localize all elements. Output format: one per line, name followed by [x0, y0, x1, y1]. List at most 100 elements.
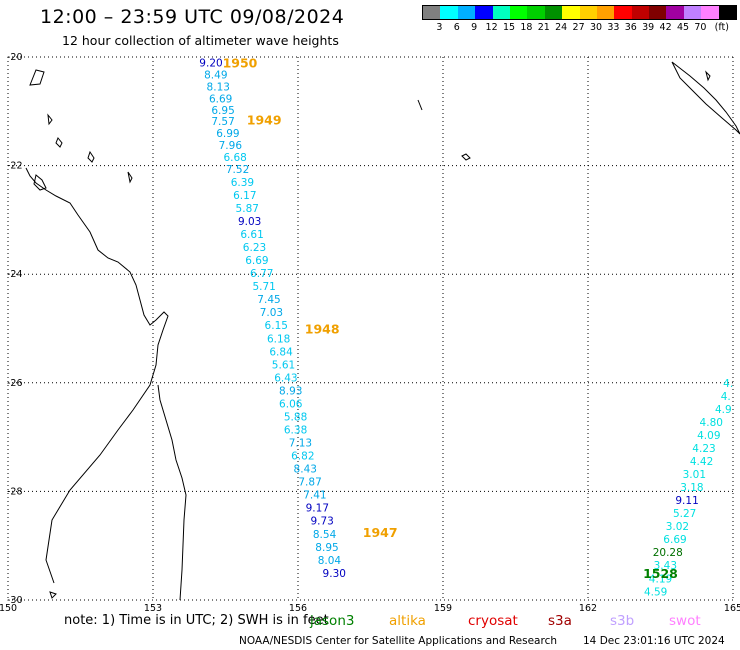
legend-label: 70 [694, 22, 707, 33]
wave-height-reading: 7.52 [226, 164, 249, 176]
legend-swatch [614, 6, 632, 19]
pass-time-label: 1949 [247, 112, 282, 127]
legend-swatch [440, 6, 458, 19]
wave-height-reading: 7.96 [219, 140, 243, 152]
wave-height-reading: 9.30 [323, 568, 346, 580]
legend-label: 21 [537, 22, 550, 33]
wave-height-reading: 9.11 [675, 495, 698, 507]
legend-swatch [579, 6, 597, 19]
wave-height-reading: 8.43 [294, 464, 317, 476]
legend-label: 9 [471, 22, 478, 33]
legend-label: 42 [659, 22, 672, 33]
map-title: 12:00 – 23:59 UTC 09/08/2024 [40, 6, 345, 28]
wave-height-reading: 6.06 [279, 398, 303, 410]
wave-height-reading: 6.23 [243, 242, 266, 254]
pass-time-label: 1528 [643, 566, 678, 581]
wave-height-reading: 8.13 [207, 81, 230, 93]
legend-swatch [683, 6, 702, 19]
legend-label: 33 [607, 22, 620, 33]
wave-height-reading: 20.28 [653, 547, 683, 559]
latitude-label: -30 [7, 595, 23, 606]
longitude-label: 162 [579, 603, 597, 614]
wave-height-reading: 5.27 [673, 508, 696, 520]
footnote: note: 1) Time is in UTC; 2) SWH is in fe… [64, 613, 329, 628]
wave-height-reading: 6.38 [284, 424, 307, 436]
credit-date: 14 Dec 23:01:16 UTC 2024 [583, 635, 725, 647]
legend-swatch [666, 6, 684, 19]
wave-height-reading: 5.61 [272, 359, 295, 371]
wave-height-reading: 6.15 [265, 320, 288, 332]
legend-label: 6 [453, 22, 460, 33]
latitude-label: -24 [7, 269, 23, 280]
wave-height-reading: 3.02 [666, 521, 689, 533]
wave-height-reading: 6.18 [267, 333, 290, 345]
satellite-legend: jason3 altika cryosat s3a s3b swot [0, 613, 740, 631]
wave-height-reading: 6.39 [231, 177, 254, 189]
wave-height-reading: 3.18 [680, 482, 703, 494]
legend-swatch [631, 6, 650, 19]
satellite-swot: swot [669, 613, 701, 629]
wave-height-reading: 6.99 [216, 128, 239, 140]
wave-height-reading: 8.54 [313, 529, 337, 541]
satellite-jason3: jason3 [310, 613, 355, 629]
wave-height-reading: 7.57 [211, 116, 234, 128]
legend-labels: 3 6 9 12 15 18 21 24 27 30 33 36 39 42 45 70 (ft) [422, 20, 737, 34]
wave-height-reading: 4.23 [692, 443, 715, 455]
island-4 [29, 69, 45, 86]
wave-height-reading: 6.95 [211, 105, 234, 117]
island-5 [127, 171, 133, 184]
wave-height-reading: 7.41 [303, 490, 326, 502]
wave-height-reading: 7.45 [257, 294, 280, 306]
island-7 [417, 99, 423, 111]
credit-text: NOAA/NESDIS Center for Satellite Applica… [239, 635, 557, 647]
wave-height-reading: 8.95 [315, 542, 338, 554]
legend-swatch [509, 6, 528, 19]
wave-height-reading: 8.49 [204, 69, 227, 81]
legend-swatch [457, 6, 476, 19]
wave-height-reading: 6.69 [663, 534, 686, 546]
legend-color-bar [422, 5, 738, 20]
legend-label: 39 [642, 22, 655, 33]
wave-height-reading: 6.68 [223, 152, 246, 164]
legend-label: 3 [436, 22, 443, 33]
latitude-label: -26 [7, 378, 23, 389]
legend-swatch [544, 6, 563, 19]
legend-label: 18 [520, 22, 533, 33]
wave-height-reading: 5.71 [252, 281, 275, 293]
queensland-coast-south [157, 384, 187, 601]
color-legend: 3 6 9 12 15 18 21 24 27 30 33 36 39 42 45 70 (ft) [422, 5, 738, 34]
satellite-altika: altika [389, 613, 426, 629]
legend-swatch [527, 6, 545, 19]
island-1 [33, 174, 47, 191]
legend-swatch [596, 6, 615, 19]
wave-height-reading: 4. [723, 378, 733, 390]
legend-swatch [701, 6, 719, 19]
wave-height-reading: 3.43 [654, 560, 677, 572]
wave-height-reading: 4.80 [700, 417, 723, 429]
wave-height-reading: 9.17 [306, 503, 329, 515]
wave-height-reading: 7.87 [298, 477, 321, 489]
wave-height-reading: 4.19 [649, 573, 672, 585]
legend-label: 45 [676, 22, 690, 33]
wave-height-reading: 6.82 [291, 451, 314, 463]
wave-height-reading: 3.01 [683, 469, 706, 481]
satellite-cryosat: cryosat [468, 613, 518, 629]
latitude-label: -28 [7, 486, 23, 497]
legend-swatch [492, 6, 510, 19]
satellite-s3b: s3b [610, 613, 635, 629]
wave-height-reading: 4.9 [715, 404, 732, 416]
wave-height-reading: 9.03 [238, 216, 261, 228]
satellite-s3a: s3a [548, 613, 572, 629]
legend-label: 30 [589, 22, 603, 33]
wave-height-reading: 6.43 [274, 372, 297, 384]
longitude-label: 153 [144, 603, 162, 614]
wave-height-reading: 8.04 [318, 555, 342, 567]
island-9 [49, 591, 57, 599]
australia-coastline [25, 167, 169, 584]
wave-height-reading: 4.42 [690, 456, 713, 468]
pass-time-label: 1947 [363, 525, 398, 540]
wave-height-reading: 4. [721, 391, 731, 403]
legend-swatch [562, 6, 580, 19]
